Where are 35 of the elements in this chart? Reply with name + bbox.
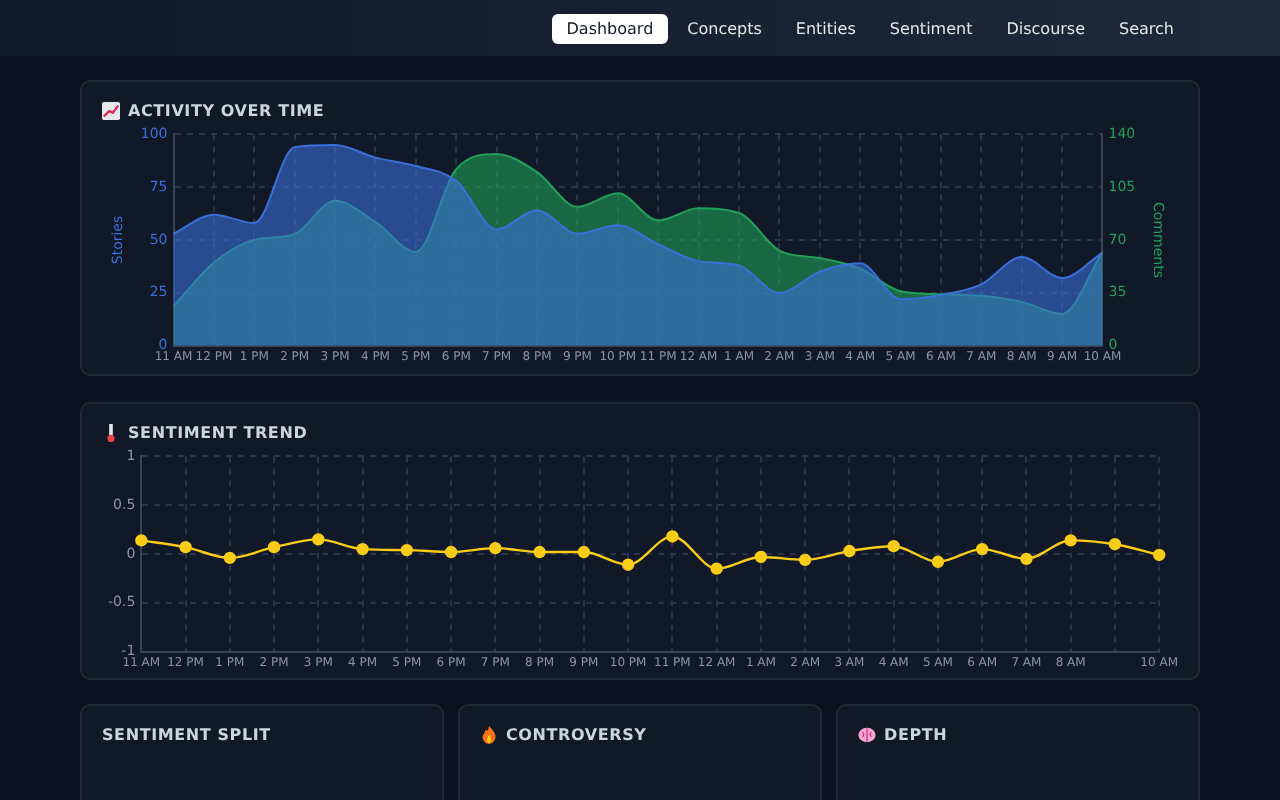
text: Sentiment — [887, 17, 975, 41]
point — [444, 545, 458, 559]
text: DEPTH — [884, 725, 948, 743]
point — [666, 530, 679, 543]
point — [312, 533, 325, 546]
point — [710, 562, 723, 575]
point — [179, 540, 192, 554]
chart-title: ACTIVITY OVER TIME — [128, 101, 325, 119]
chart-title: SENTIMENT TREND — [128, 423, 308, 441]
point — [223, 551, 237, 565]
point — [798, 553, 812, 567]
point — [1064, 534, 1077, 547]
point — [754, 550, 768, 564]
point — [1020, 552, 1033, 566]
text: Concepts — [685, 17, 764, 42]
text: Search — [1117, 17, 1176, 41]
text: CONTROVERSY — [506, 725, 647, 743]
point — [489, 541, 502, 555]
text: SENTIMENT SPLIT — [102, 725, 271, 743]
text: Dashboard — [552, 13, 668, 43]
text: Entities — [793, 17, 858, 41]
point — [621, 558, 635, 571]
point — [1152, 548, 1166, 562]
point — [267, 540, 281, 554]
point — [400, 543, 414, 557]
text: Discourse — [1004, 17, 1088, 41]
point — [931, 555, 945, 569]
point — [356, 542, 369, 556]
point — [843, 544, 856, 558]
point — [135, 534, 148, 547]
point — [975, 542, 989, 556]
point — [1108, 538, 1122, 551]
point — [577, 545, 591, 559]
point — [887, 539, 900, 553]
point — [533, 545, 546, 559]
